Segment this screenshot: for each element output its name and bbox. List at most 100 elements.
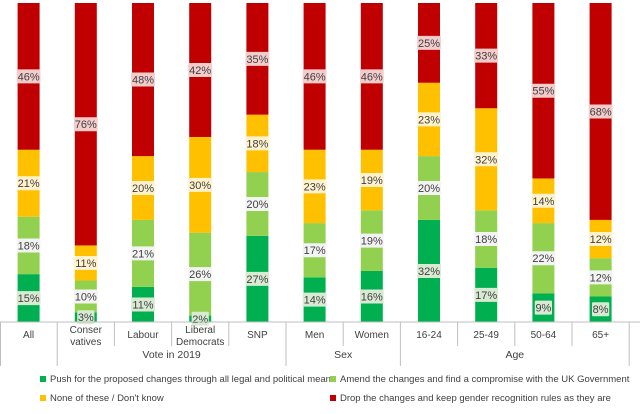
data-label-bg bbox=[302, 292, 327, 307]
data-label-bg bbox=[359, 233, 384, 248]
data-label-bg bbox=[131, 181, 155, 196]
category-label: SNP bbox=[247, 330, 268, 341]
data-label-bg bbox=[359, 173, 384, 188]
data-label: 20% bbox=[418, 183, 440, 195]
category-label: 50-64 bbox=[531, 330, 557, 341]
category-label: Conser bbox=[70, 325, 103, 336]
legend-label: Drop the changes and keep gender recogni… bbox=[340, 393, 611, 404]
data-labels-layer: 15% 18% 21% 46% 3% 10% 11% 76% 11% 21% 20% 48% 2% 26%… bbox=[16, 35, 613, 326]
legend-label: Push for the proposed changes through al… bbox=[50, 374, 336, 385]
data-label: 11% bbox=[75, 258, 96, 270]
data-label-bg bbox=[77, 310, 95, 325]
data-label-bg bbox=[302, 243, 327, 258]
data-label: 14% bbox=[304, 295, 326, 307]
axes-layer bbox=[0, 321, 640, 366]
data-label-bg bbox=[474, 232, 499, 247]
category-label: Democrats bbox=[176, 337, 224, 348]
bars-layer bbox=[17, 3, 612, 322]
data-label-bg bbox=[531, 251, 556, 266]
data-label-bg bbox=[588, 270, 613, 285]
data-label: 30% bbox=[189, 180, 211, 192]
data-label: 12% bbox=[590, 272, 612, 284]
group-label: Sex bbox=[334, 349, 353, 361]
category-label: Labour bbox=[127, 330, 159, 341]
data-label: 16% bbox=[361, 291, 383, 303]
legend-label: None of these / Don't know bbox=[50, 393, 164, 404]
group-labels-layer: Vote in 2019 Sex Age bbox=[142, 349, 524, 361]
data-label: 27% bbox=[246, 274, 268, 286]
data-label-bg bbox=[188, 177, 213, 192]
category-label: Women bbox=[355, 330, 389, 341]
data-label: 46% bbox=[361, 71, 383, 83]
data-label-bg bbox=[588, 104, 613, 119]
data-label-bg bbox=[417, 35, 441, 50]
data-label: 19% bbox=[361, 175, 383, 187]
data-label-bg bbox=[588, 232, 613, 247]
data-label-bg bbox=[359, 69, 384, 84]
category-label: All bbox=[23, 330, 34, 341]
data-label: 25% bbox=[418, 38, 440, 50]
data-label: 23% bbox=[304, 181, 326, 193]
data-label: 33% bbox=[475, 51, 497, 63]
data-label: 55% bbox=[532, 86, 554, 98]
data-label-bg bbox=[188, 267, 213, 282]
data-label: 20% bbox=[132, 183, 154, 195]
data-label-bg bbox=[531, 83, 556, 98]
data-label-bg bbox=[302, 179, 327, 194]
category-label: vatives bbox=[70, 337, 101, 348]
data-label: 48% bbox=[132, 75, 154, 87]
group-label: Vote in 2019 bbox=[142, 349, 201, 361]
data-label: 12% bbox=[590, 234, 612, 246]
data-label-bg bbox=[474, 287, 499, 302]
data-label: 15% bbox=[18, 293, 40, 305]
data-label-bg bbox=[359, 289, 384, 304]
data-label: 18% bbox=[18, 240, 40, 252]
legend-swatch bbox=[330, 376, 336, 382]
category-label: Men bbox=[305, 330, 324, 341]
data-label: 32% bbox=[475, 154, 497, 166]
data-label-bg bbox=[245, 196, 270, 211]
data-label-bg bbox=[131, 297, 155, 312]
data-label-bg bbox=[245, 51, 270, 66]
data-label: 2% bbox=[192, 314, 208, 326]
data-label: 46% bbox=[304, 71, 326, 83]
data-label: 46% bbox=[18, 71, 40, 83]
data-label-bg bbox=[417, 112, 441, 127]
data-label: 3% bbox=[78, 312, 94, 324]
category-label: Liberal bbox=[185, 325, 215, 336]
data-label-bg bbox=[474, 152, 499, 167]
data-label-bg bbox=[245, 136, 270, 151]
data-label-bg bbox=[73, 255, 98, 270]
data-label: 9% bbox=[535, 303, 551, 315]
data-label: 17% bbox=[475, 290, 497, 302]
data-label: 21% bbox=[18, 178, 40, 190]
data-label: 20% bbox=[246, 199, 268, 211]
data-label: 17% bbox=[304, 245, 326, 257]
category-label: 25-49 bbox=[473, 330, 499, 341]
data-label: 32% bbox=[418, 266, 440, 278]
legend-swatch bbox=[40, 376, 46, 382]
legend-swatch bbox=[330, 395, 336, 401]
data-label: 42% bbox=[189, 65, 211, 77]
data-label-bg bbox=[131, 72, 155, 87]
legend: Push for the proposed changes through al… bbox=[40, 374, 630, 404]
data-label: 11% bbox=[132, 299, 153, 311]
data-label-bg bbox=[534, 300, 552, 315]
data-label-bg bbox=[417, 181, 441, 196]
data-label: 14% bbox=[532, 196, 554, 208]
category-label: 16-24 bbox=[416, 330, 442, 341]
data-label-bg bbox=[16, 238, 41, 253]
data-label: 18% bbox=[246, 138, 268, 150]
data-label: 35% bbox=[246, 54, 268, 66]
data-label: 68% bbox=[590, 106, 612, 118]
data-label: 26% bbox=[189, 269, 211, 281]
category-label: 65+ bbox=[592, 330, 609, 341]
data-label-bg bbox=[16, 291, 41, 306]
data-label: 8% bbox=[593, 304, 609, 316]
data-label-bg bbox=[531, 193, 556, 208]
data-label-bg bbox=[16, 176, 41, 191]
data-label-bg bbox=[417, 263, 441, 278]
data-label: 10% bbox=[75, 291, 97, 303]
